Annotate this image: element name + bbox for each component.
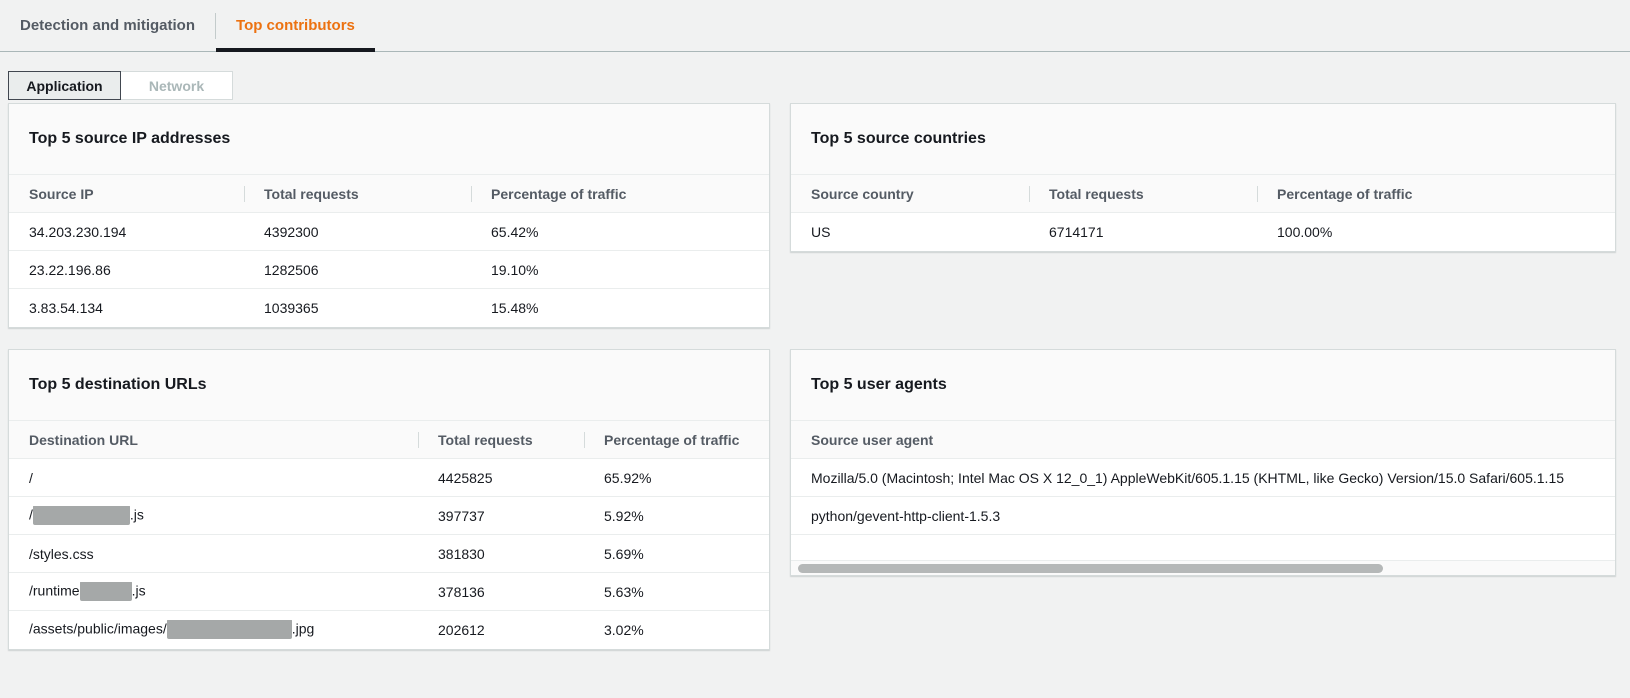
percentage-cell: 3.02% (604, 622, 644, 638)
column-header-percentage-of-traffic: Percentage of traffic (584, 432, 769, 448)
tab-label: Top contributors (236, 17, 355, 34)
table-header-row: Source country Total requests Percentage… (791, 175, 1615, 213)
user-agent-cell: python/gevent-http-client-1.5.3 (811, 507, 1001, 524)
application-toggle-button[interactable]: Application (8, 71, 121, 100)
url-text: / (29, 506, 33, 523)
percentage-cell: 5.63% (604, 583, 644, 600)
percentage-cell: 5.69% (604, 545, 644, 562)
destination-url-cell: /assets/public/images/ .jpg (9, 620, 418, 640)
column-header-source-country: Source country (811, 185, 914, 202)
column-header-destination-url: Destination URL (29, 431, 138, 448)
page-content: Application Network Top 5 source IP addr… (0, 52, 1630, 650)
table-row: python/gevent-http-client-1.5.3 (791, 497, 1615, 535)
total-requests-cell: 4392300 (264, 223, 319, 240)
panel-top-source-ips: Top 5 source IP addresses Source IP Tota… (8, 103, 770, 328)
tab-top-contributors[interactable]: Top contributors (216, 0, 375, 52)
redaction-box (166, 620, 292, 639)
percentage-cell: 65.92% (604, 469, 652, 486)
panel-top-user-agents: Top 5 user agents Source user agent Mozi… (790, 349, 1616, 576)
url-text: .js (129, 506, 144, 523)
table-row: 34.203.230.194 4392300 65.42% (9, 213, 769, 251)
table-row: / 4425825 65.92% (9, 459, 769, 497)
panel-header: Top 5 user agents (791, 350, 1615, 421)
url-text: .js (131, 582, 146, 599)
horizontal-scrollbar-track[interactable] (791, 560, 1615, 575)
table-header-row: Source IP Total requests Percentage of t… (9, 175, 769, 213)
panel-title: Top 5 destination URLs (29, 376, 207, 393)
table-row: / .js 397737 5.92% (9, 497, 769, 535)
panel-header: Top 5 source countries (791, 104, 1615, 175)
table-row: /assets/public/images/ .jpg 202612 3.02% (9, 611, 769, 649)
column-header-total-requests: Total requests (418, 432, 584, 448)
total-requests-cell: 381830 (438, 545, 485, 562)
column-header-total-requests: Total requests (244, 186, 471, 202)
percentage-cell: 19.10% (491, 261, 539, 278)
table-header-row: Destination URL Total requests Percentag… (9, 421, 769, 459)
url-text: /runtime (29, 582, 80, 599)
total-requests-cell: 378136 (438, 583, 485, 600)
panel-top-destination-urls: Top 5 destination URLs Destination URL T… (8, 349, 770, 650)
table-bottom-spacer (791, 535, 1615, 560)
url-text: / (29, 469, 33, 486)
destination-url-cell: / .js (9, 505, 418, 526)
url-text: /assets/public/images/ (29, 620, 167, 637)
total-requests-cell: 6714171 (1049, 224, 1104, 240)
destination-url-cell: /styles.css (9, 546, 418, 562)
table-row: /runtime .js 378136 5.63% (9, 573, 769, 611)
panel-top-source-countries: Top 5 source countries Source country To… (790, 103, 1616, 252)
total-requests-cell: 202612 (438, 622, 485, 638)
percentage-cell: 100.00% (1277, 224, 1333, 240)
table-row: 23.22.196.86 1282506 19.10% (9, 251, 769, 289)
redaction-box (79, 581, 132, 601)
table-header-row: Source user agent (791, 421, 1615, 459)
horizontal-scrollbar-thumb[interactable] (798, 564, 1384, 573)
source-ip-cell: 23.22.196.86 (29, 261, 111, 278)
percentage-cell: 65.42% (491, 223, 539, 240)
total-requests-cell: 4425825 (438, 469, 493, 486)
total-requests-cell: 1282506 (264, 261, 319, 278)
column-header-source-user-agent: Source user agent (811, 431, 934, 448)
column-header-source-ip: Source IP (29, 185, 94, 202)
percentage-cell: 15.48% (491, 300, 539, 316)
source-country-cell: US (811, 224, 831, 240)
panel-title: Top 5 user agents (811, 376, 947, 393)
tab-detection-and-mitigation[interactable]: Detection and mitigation (0, 0, 215, 51)
panel-title: Top 5 source countries (811, 130, 986, 147)
tab-bar: Detection and mitigation Top contributor… (0, 0, 1630, 52)
tab-label: Detection and mitigation (20, 17, 196, 34)
table-row: Mozilla/5.0 (Macintosh; Intel Mac OS X 1… (791, 459, 1615, 497)
table-row: US 6714171 100.00% (791, 213, 1615, 251)
column-header-percentage-of-traffic: Percentage of traffic (471, 186, 769, 202)
destination-url-cell: /runtime .js (9, 581, 418, 602)
view-toggle-group: Application Network (8, 71, 1616, 100)
total-requests-cell: 1039365 (264, 300, 319, 316)
table-row: 3.83.54.134 1039365 15.48% (9, 289, 769, 327)
column-header-total-requests: Total requests (1029, 186, 1257, 202)
panel-header: Top 5 destination URLs (9, 350, 769, 421)
column-header-percentage-of-traffic: Percentage of traffic (1257, 186, 1615, 202)
total-requests-cell: 397737 (438, 507, 485, 524)
panel-title: Top 5 source IP addresses (29, 130, 231, 147)
tab-divider (215, 12, 217, 39)
url-text: /styles.css (29, 545, 94, 562)
redaction-box (32, 505, 130, 525)
table-row: /styles.css 381830 5.69% (9, 535, 769, 573)
url-text: .jpg (291, 620, 315, 637)
panel-header: Top 5 source IP addresses (9, 104, 769, 175)
source-ip-cell: 3.83.54.134 (29, 300, 103, 316)
panel-grid: Top 5 source IP addresses Source IP Tota… (8, 103, 1616, 650)
user-agent-cell: Mozilla/5.0 (Macintosh; Intel Mac OS X 1… (811, 469, 1565, 486)
network-toggle-button[interactable]: Network (120, 71, 233, 100)
source-ip-cell: 34.203.230.194 (29, 223, 127, 240)
destination-url-cell: / (9, 470, 418, 486)
percentage-cell: 5.92% (604, 507, 644, 524)
